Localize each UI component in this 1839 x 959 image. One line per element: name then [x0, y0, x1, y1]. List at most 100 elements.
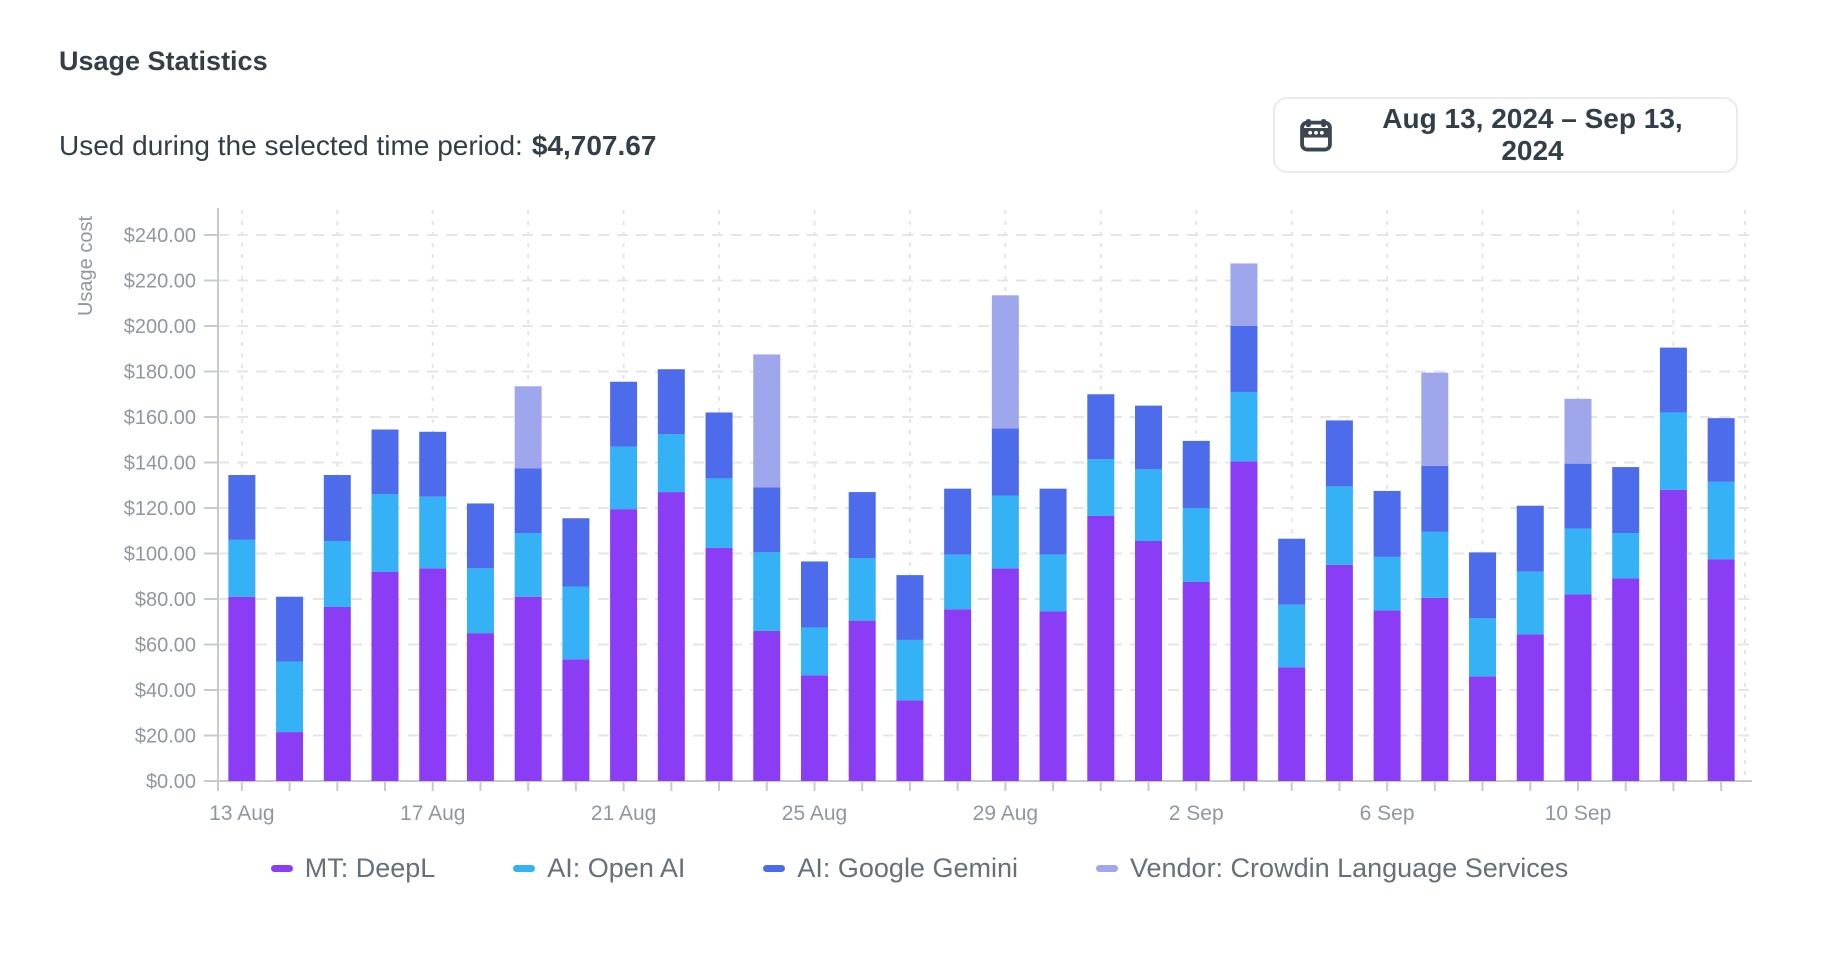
bar-segment[interactable]: [323, 540, 351, 607]
bar-segment[interactable]: [276, 596, 304, 662]
bar-segment[interactable]: [228, 539, 256, 597]
bar-segment[interactable]: [1469, 676, 1497, 781]
bar-segment[interactable]: [1325, 420, 1353, 487]
bar-segment[interactable]: [991, 295, 1019, 429]
bar-segment[interactable]: [1373, 556, 1401, 611]
bar-segment[interactable]: [1516, 505, 1544, 572]
bar-segment[interactable]: [419, 496, 447, 569]
bar-segment[interactable]: [562, 518, 590, 587]
bar-segment[interactable]: [705, 478, 733, 548]
bar-segment[interactable]: [1182, 508, 1210, 582]
bar-segment[interactable]: [1230, 326, 1258, 392]
bar-segment[interactable]: [1182, 440, 1210, 508]
bar-segment[interactable]: [276, 732, 304, 781]
bar-segment[interactable]: [1182, 581, 1210, 781]
bar-segment[interactable]: [753, 354, 781, 488]
bar-segment[interactable]: [1373, 490, 1401, 557]
bar-segment[interactable]: [944, 554, 972, 610]
bar-segment[interactable]: [753, 487, 781, 553]
bar-segment[interactable]: [1373, 610, 1401, 781]
bar-segment[interactable]: [1516, 634, 1544, 781]
bar-segment[interactable]: [1278, 667, 1306, 781]
bar-segment[interactable]: [466, 503, 494, 569]
bar-segment[interactable]: [1612, 578, 1640, 781]
bar-segment[interactable]: [562, 586, 590, 660]
bar-segment[interactable]: [514, 468, 542, 534]
bar-segment[interactable]: [1612, 533, 1640, 579]
bar-segment[interactable]: [610, 509, 638, 781]
bar-segment[interactable]: [1039, 611, 1067, 781]
bar-segment[interactable]: [1135, 405, 1163, 470]
bar-segment[interactable]: [657, 492, 685, 781]
bar-segment[interactable]: [419, 431, 447, 497]
bar-segment[interactable]: [1659, 489, 1687, 781]
bar-segment[interactable]: [991, 568, 1019, 781]
bar-segment[interactable]: [610, 381, 638, 447]
bar-segment[interactable]: [1325, 486, 1353, 565]
bar-segment[interactable]: [1564, 463, 1592, 529]
bar-segment[interactable]: [1564, 398, 1592, 464]
bar-segment[interactable]: [1516, 571, 1544, 635]
bar-segment[interactable]: [848, 620, 876, 781]
bar-segment[interactable]: [896, 700, 924, 781]
bar-segment[interactable]: [1135, 540, 1163, 781]
bar-segment[interactable]: [466, 568, 494, 634]
bar-segment[interactable]: [1230, 461, 1258, 781]
bar-segment[interactable]: [228, 475, 256, 540]
bar-segment[interactable]: [514, 596, 542, 781]
bar-segment[interactable]: [562, 659, 590, 781]
bar-segment[interactable]: [1707, 418, 1735, 482]
bar-segment[interactable]: [1039, 488, 1067, 555]
bar-segment[interactable]: [1135, 469, 1163, 541]
bar-segment[interactable]: [1421, 465, 1449, 532]
bar-segment[interactable]: [1707, 559, 1735, 781]
bar-segment[interactable]: [753, 552, 781, 631]
bar-segment[interactable]: [848, 558, 876, 621]
bar-segment[interactable]: [1659, 347, 1687, 413]
bar-segment[interactable]: [991, 495, 1019, 569]
bar-segment[interactable]: [514, 533, 542, 597]
bar-segment[interactable]: [1421, 597, 1449, 781]
legend-item-ai-open-ai[interactable]: AI: Open AI: [513, 853, 685, 884]
bar-segment[interactable]: [1278, 604, 1306, 668]
bar-segment[interactable]: [1039, 554, 1067, 612]
bar-segment[interactable]: [1278, 538, 1306, 605]
bar-segment[interactable]: [371, 494, 399, 572]
bar-segment[interactable]: [610, 446, 638, 510]
bar-segment[interactable]: [1230, 263, 1258, 326]
legend-item-mt-deepl[interactable]: MT: DeepL: [270, 853, 435, 884]
bar-segment[interactable]: [800, 561, 828, 628]
bar-segment[interactable]: [1612, 467, 1640, 534]
bar-segment[interactable]: [1707, 481, 1735, 560]
bar-segment[interactable]: [848, 492, 876, 559]
bar-segment[interactable]: [1087, 515, 1115, 781]
bar-segment[interactable]: [419, 568, 447, 781]
bar-segment[interactable]: [466, 633, 494, 781]
bar-segment[interactable]: [705, 547, 733, 781]
bar-segment[interactable]: [1564, 528, 1592, 595]
bar-segment[interactable]: [276, 661, 304, 733]
bar-segment[interactable]: [1421, 372, 1449, 466]
bar-segment[interactable]: [657, 434, 685, 493]
bar-segment[interactable]: [1325, 564, 1353, 781]
date-range-picker[interactable]: Aug 13, 2024 – Sep 13, 2024: [1273, 97, 1738, 173]
bar-segment[interactable]: [944, 609, 972, 781]
bar-segment[interactable]: [371, 429, 399, 495]
bar-segment[interactable]: [1659, 412, 1687, 490]
bar-segment[interactable]: [323, 475, 351, 541]
bar-segment[interactable]: [323, 606, 351, 781]
bar-segment[interactable]: [1469, 552, 1497, 619]
bar-segment[interactable]: [1564, 594, 1592, 781]
bar-segment[interactable]: [991, 428, 1019, 496]
bar-segment[interactable]: [1230, 391, 1258, 462]
bar-segment[interactable]: [896, 639, 924, 701]
bar-segment[interactable]: [1421, 531, 1449, 598]
legend-item-vendor-crowdin-language-services[interactable]: Vendor: Crowdin Language Services: [1095, 853, 1568, 884]
bar-segment[interactable]: [944, 488, 972, 555]
bar-segment[interactable]: [1469, 618, 1497, 677]
bar-segment[interactable]: [800, 627, 828, 676]
bar-segment[interactable]: [896, 575, 924, 640]
bar-segment[interactable]: [753, 630, 781, 781]
bar-segment[interactable]: [1087, 394, 1115, 460]
bar-segment[interactable]: [371, 571, 399, 781]
